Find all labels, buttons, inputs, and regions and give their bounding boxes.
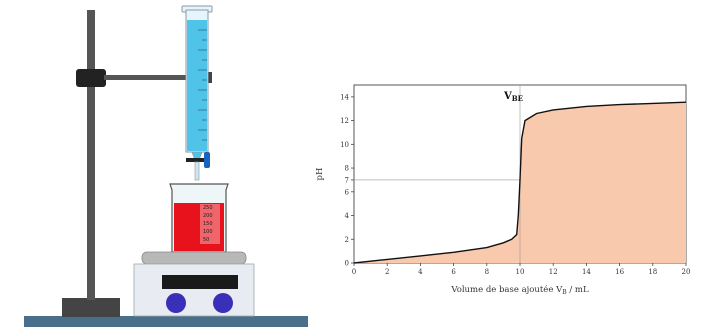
burette-liquid	[187, 20, 207, 151]
x-tick-label: 2	[385, 268, 389, 276]
y-tick-label: 8	[345, 165, 349, 173]
stopcock	[186, 158, 206, 162]
x-tick-label: 8	[485, 268, 489, 276]
magnetic-stirrer	[133, 251, 255, 317]
titration-curve-line	[353, 101, 687, 264]
x-axis-title-unit: / mL	[567, 285, 589, 295]
x-axis-title: Volume de base ajoutée VB / mL	[450, 284, 589, 296]
y-axis-title: pH	[315, 168, 325, 181]
beaker-mark: 150	[203, 221, 213, 227]
x-tick-label: 4	[418, 268, 423, 276]
stand-base	[62, 298, 120, 317]
x-tick-label: 16	[615, 268, 624, 276]
equivalence-label-subscript: BE	[512, 94, 523, 103]
y-axis: 0 2 4 6 7 8 10 12 14	[340, 93, 354, 268]
burette	[181, 5, 213, 181]
y-tick-label: 6	[345, 188, 350, 196]
beaker-mark: 250	[203, 205, 213, 211]
x-axis: 0 2 4 6 8 10 12 14 16 18 20	[352, 263, 691, 276]
x-tick-label: 14	[582, 268, 591, 276]
stirrer-display	[162, 275, 238, 289]
x-axis-title-subscript: B	[562, 289, 567, 296]
y-tick-label: 0	[345, 260, 349, 268]
beaker-liquid	[174, 203, 224, 251]
stirrer-knob-right	[213, 293, 233, 313]
x-tick-label: 6	[451, 268, 456, 276]
y-tick-label: 4	[345, 212, 350, 220]
y-tick-label: 10	[340, 141, 349, 149]
stand-rod	[87, 10, 95, 300]
x-tick-label: 20	[682, 268, 691, 276]
x-tick-label: 0	[352, 268, 356, 276]
clamp-boss	[76, 69, 106, 87]
equivalence-label: VBE	[503, 91, 523, 103]
equivalence-label-main: V	[503, 91, 512, 102]
x-tick-label: 18	[648, 268, 657, 276]
beaker-mark: 100	[203, 229, 213, 235]
titration-curve-chart: 0 2 4 6 8 10 12 14 16 18 20 0 2 4 6 7 8 10 12 14 VBE Volum…	[315, 84, 691, 296]
x-axis-title-main: Volume de base ajoutée V	[450, 284, 563, 295]
titration-apparatus: 250 200 150 100 50	[24, 5, 308, 327]
x-tick-label: 10	[516, 268, 525, 276]
stirrer-knob-left	[166, 293, 186, 313]
beaker: 250 200 150 100 50	[169, 183, 229, 253]
beaker-mark: 50	[203, 237, 209, 243]
y-tick-label: 7	[345, 176, 349, 184]
x-tick-label: 12	[549, 268, 558, 276]
y-tick-label: 2	[345, 236, 349, 244]
y-tick-label: 14	[340, 93, 349, 101]
y-tick-label: 12	[340, 117, 349, 125]
bench	[24, 316, 308, 327]
clamp-arm	[104, 75, 208, 80]
beaker-mark: 200	[203, 213, 213, 219]
